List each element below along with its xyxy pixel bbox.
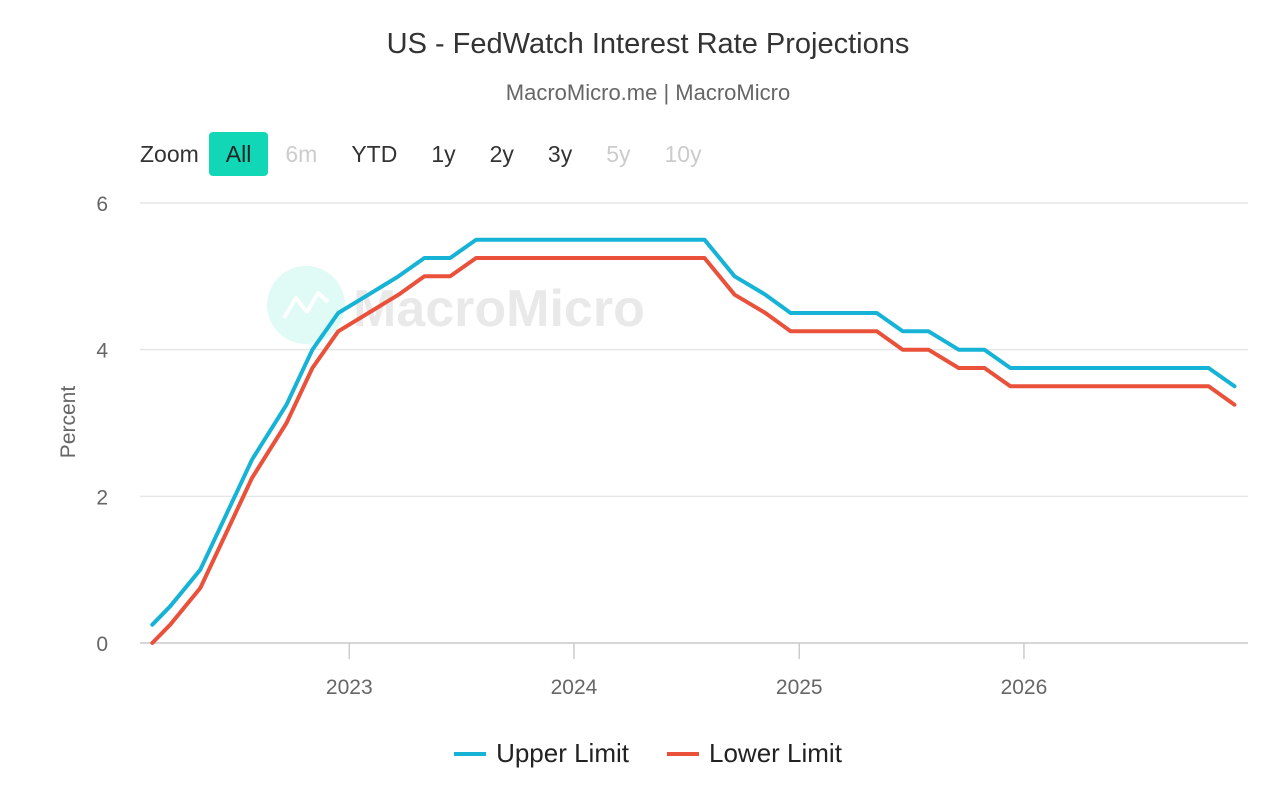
legend-item-upper-limit[interactable]: Upper Limit <box>454 738 629 769</box>
x-tick-label-2025: 2025 <box>776 676 823 699</box>
legend-label-lower: Lower Limit <box>709 738 842 768</box>
legend-swatch-upper <box>454 751 487 756</box>
zoom-2y-button[interactable]: 2y <box>489 141 514 167</box>
legend-item-lower-limit[interactable]: Lower Limit <box>667 738 842 769</box>
y-tick-label-0: 0 <box>96 633 108 656</box>
chart-legend: Upper Limit Lower Limit <box>0 738 1278 769</box>
zoom-all-button[interactable]: All <box>208 132 269 176</box>
macromicro-watermark: MacroMicro <box>267 266 645 344</box>
series-line-lower-limit[interactable] <box>150 256 1237 645</box>
x-tick-label-2023: 2023 <box>326 676 373 699</box>
chart-title: US - FedWatch Interest Rate Projections <box>386 28 910 60</box>
zoom-3y-button[interactable]: 3y <box>547 141 573 167</box>
series-line-upper-limit[interactable] <box>150 237 1237 627</box>
watermark-chart-icon <box>282 291 330 320</box>
watermark-logo-icon <box>267 266 345 344</box>
y-axis-label: Percent <box>57 386 80 459</box>
zoom-5y-button[interactable]: 5y <box>606 141 631 167</box>
x-tick-label-2024: 2024 <box>551 676 598 699</box>
zoom-6m-button[interactable]: 6m <box>285 141 318 167</box>
zoom-10y-button[interactable]: 10y <box>664 141 702 167</box>
legend-label-upper: Upper Limit <box>496 738 629 768</box>
x-tick-label-2026: 2026 <box>1001 676 1048 699</box>
y-tick-label-6: 6 <box>96 193 108 216</box>
zoom-ytd-button[interactable]: YTD <box>351 141 398 167</box>
zoom-label: Zoom <box>140 140 199 167</box>
legend-swatch-lower <box>667 751 699 756</box>
y-tick-label-4: 4 <box>96 340 108 363</box>
zoom-1y-button[interactable]: 1y <box>431 141 456 167</box>
zoom-bar: Zoom All 6m YTD 1y 2y 3y 5y 10y <box>140 132 719 176</box>
watermark-text: MacroMicro <box>353 280 645 338</box>
chart-subtitle: MacroMicro.me | MacroMicro <box>505 80 791 105</box>
y-tick-label-2: 2 <box>96 486 108 509</box>
